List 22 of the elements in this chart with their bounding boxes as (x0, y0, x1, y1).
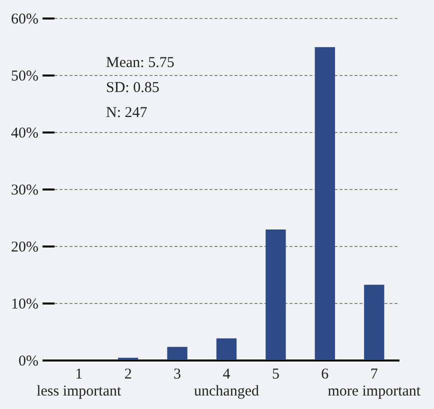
annotation: Mean: 5.75 (106, 54, 174, 71)
y-tick-label: 50% (11, 68, 38, 84)
y-tick-label: 20% (11, 240, 38, 256)
x-tick-label: 6 (321, 366, 330, 382)
bar (364, 284, 384, 360)
bar (266, 229, 286, 360)
bar (167, 346, 188, 360)
x-tick-label: 5 (272, 366, 280, 382)
annotation: N: 247 (106, 104, 148, 121)
annotation: SD: 0.85 (106, 80, 160, 96)
y-tick-label: 0% (18, 354, 38, 370)
x-tick-label: 2 (124, 366, 132, 382)
bar (216, 338, 237, 360)
y-tick-label: 30% (11, 182, 38, 198)
x-tick-label: 7 more important (328, 366, 422, 400)
x-tick-label: 1 less important (36, 366, 122, 400)
bar (314, 47, 336, 360)
y-tick-label: 60% (11, 12, 38, 28)
y-tick-label: 40% (11, 126, 38, 142)
y-tick-label: 10% (11, 296, 38, 312)
x-tick-label: 3 (174, 366, 182, 382)
x-tick-label: 4 unchanged (194, 366, 260, 400)
